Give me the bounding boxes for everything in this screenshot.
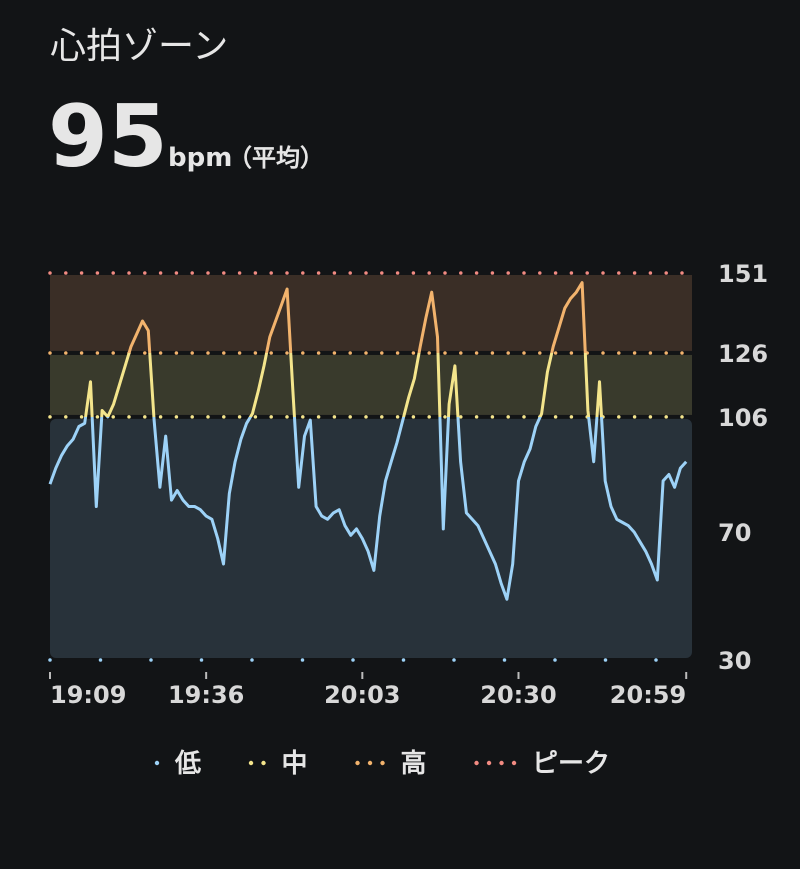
legend-label: ピーク [532,749,610,779]
legend-dot [474,760,479,766]
legend-dot [380,760,385,766]
y-tick-label: 151 [718,260,768,288]
x-tick-label: 19:36 [168,681,244,709]
legend-dot [355,760,360,766]
zone-band [50,275,692,351]
heart-rate-line [48,281,688,601]
legend-dot [511,760,517,766]
x-tick-label: 20:30 [480,681,556,709]
average-note: （平均） [228,144,324,172]
zone-band [50,354,692,415]
average-value: 95 [48,87,168,187]
legend-dot [367,760,373,766]
legend-dot [486,760,492,766]
legend-dot [154,760,160,766]
y-tick-label: 30 [718,647,751,675]
legend-dot [248,760,254,766]
legend-dot [499,760,504,766]
chart-title: 心拍ゾーン [50,26,228,67]
legend-dot [261,760,266,766]
x-tick-label: 20:59 [610,681,686,709]
y-tick-label: 70 [718,519,751,547]
y-tick-label: 126 [718,340,768,368]
average-unit: bpm [168,143,232,173]
x-tick-label: 20:03 [324,681,400,709]
zone-band [50,418,692,658]
legend-label: 低 [174,749,201,779]
x-tick-label: 19:09 [50,681,126,709]
y-tick-label: 106 [718,404,768,432]
legend-label: 高 [401,749,427,779]
legend-label: 中 [282,749,308,779]
